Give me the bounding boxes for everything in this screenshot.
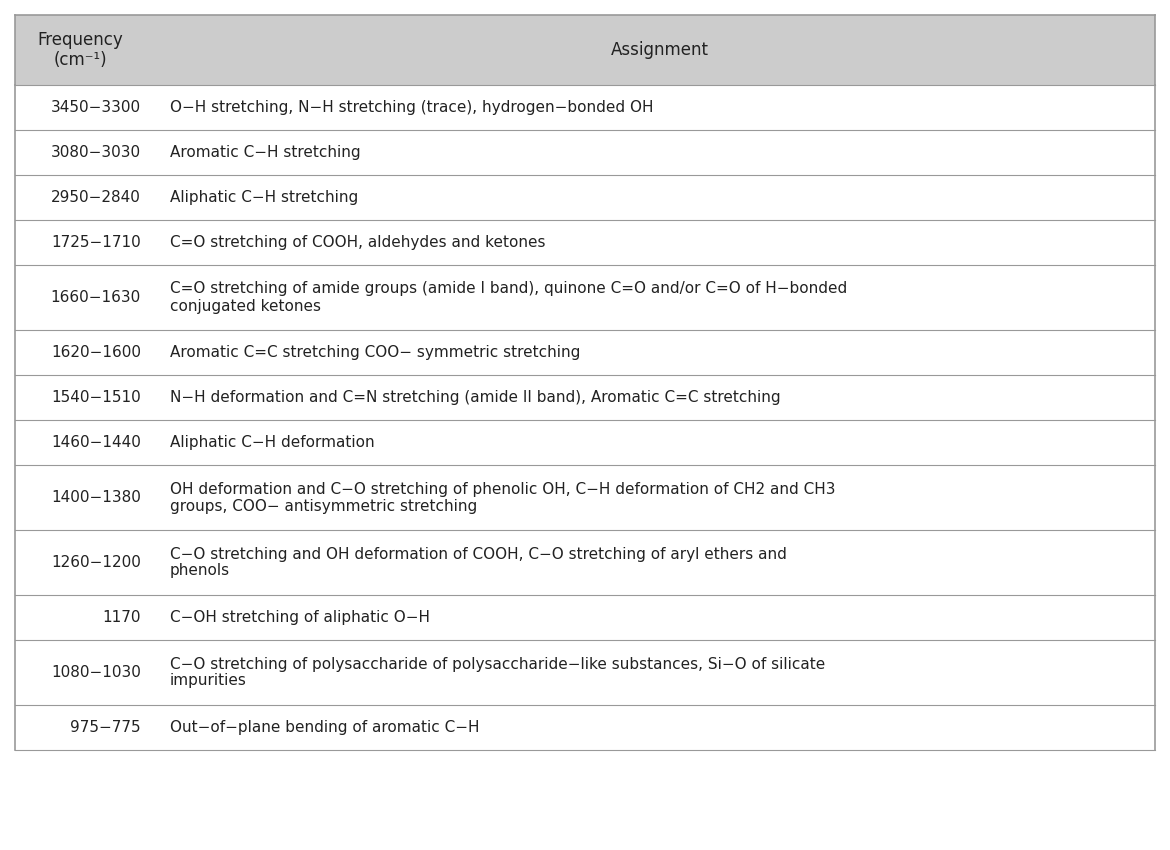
Text: 975−775: 975−775	[70, 720, 142, 735]
Text: O−H stretching, N−H stretching (trace), hydrogen−bonded OH: O−H stretching, N−H stretching (trace), …	[170, 100, 654, 115]
Text: Assignment: Assignment	[611, 41, 709, 59]
Bar	[15, 640, 1155, 705]
Text: 1725−1710: 1725−1710	[51, 235, 142, 250]
Text: 1400−1380: 1400−1380	[51, 490, 142, 505]
Text: impurities: impurities	[170, 673, 247, 689]
Text: 1660−1630: 1660−1630	[50, 290, 142, 305]
Bar	[15, 265, 1155, 330]
Bar	[15, 375, 1155, 420]
Text: Aromatic C=C stretching COO− symmetric stretching: Aromatic C=C stretching COO− symmetric s…	[170, 345, 580, 360]
Bar	[15, 130, 1155, 175]
Text: 2950−2840: 2950−2840	[51, 190, 142, 205]
Text: OH deformation and C−O stretching of phenolic OH, C−H deformation of CH2 and CH3: OH deformation and C−O stretching of phe…	[170, 481, 835, 496]
Text: 1620−1600: 1620−1600	[51, 345, 142, 360]
Text: C=O stretching of amide groups (amide I band), quinone C=O and/or C=O of H−bonde: C=O stretching of amide groups (amide I …	[170, 281, 847, 297]
Text: C−OH stretching of aliphatic O−H: C−OH stretching of aliphatic O−H	[170, 610, 431, 625]
Text: N−H deformation and C=N stretching (amide II band), Aromatic C=C stretching: N−H deformation and C=N stretching (amid…	[170, 390, 780, 405]
Bar	[15, 15, 1155, 85]
Text: 1260−1200: 1260−1200	[51, 555, 142, 570]
Text: Frequency
(cm⁻¹): Frequency (cm⁻¹)	[37, 31, 123, 70]
Text: C=O stretching of COOH, aldehydes and ketones: C=O stretching of COOH, aldehydes and ke…	[170, 235, 545, 250]
Bar	[15, 220, 1155, 265]
Bar	[15, 175, 1155, 220]
Text: 1170: 1170	[103, 610, 142, 625]
Text: 1080−1030: 1080−1030	[51, 665, 142, 680]
Text: Aliphatic C−H deformation: Aliphatic C−H deformation	[170, 435, 374, 450]
Bar	[15, 705, 1155, 750]
Text: 1540−1510: 1540−1510	[51, 390, 142, 405]
Text: phenols: phenols	[170, 564, 230, 579]
Bar	[15, 465, 1155, 530]
Bar	[15, 595, 1155, 640]
Text: 1460−1440: 1460−1440	[51, 435, 142, 450]
Text: conjugated ketones: conjugated ketones	[170, 298, 321, 314]
Text: Out−of−plane bending of aromatic C−H: Out−of−plane bending of aromatic C−H	[170, 720, 480, 735]
Text: Aliphatic C−H stretching: Aliphatic C−H stretching	[170, 190, 358, 205]
Text: C−O stretching of polysaccharide of polysaccharide−like substances, Si−O of sili: C−O stretching of polysaccharide of poly…	[170, 656, 825, 672]
Bar	[15, 420, 1155, 465]
Text: Aromatic C−H stretching: Aromatic C−H stretching	[170, 145, 360, 160]
Text: 3450−3300: 3450−3300	[50, 100, 142, 115]
Text: C−O stretching and OH deformation of COOH, C−O stretching of aryl ethers and: C−O stretching and OH deformation of COO…	[170, 547, 787, 562]
Bar	[15, 85, 1155, 130]
Text: 3080−3030: 3080−3030	[50, 145, 142, 160]
Bar	[15, 530, 1155, 595]
Bar	[15, 330, 1155, 375]
Text: groups, COO− antisymmetric stretching: groups, COO− antisymmetric stretching	[170, 498, 477, 513]
